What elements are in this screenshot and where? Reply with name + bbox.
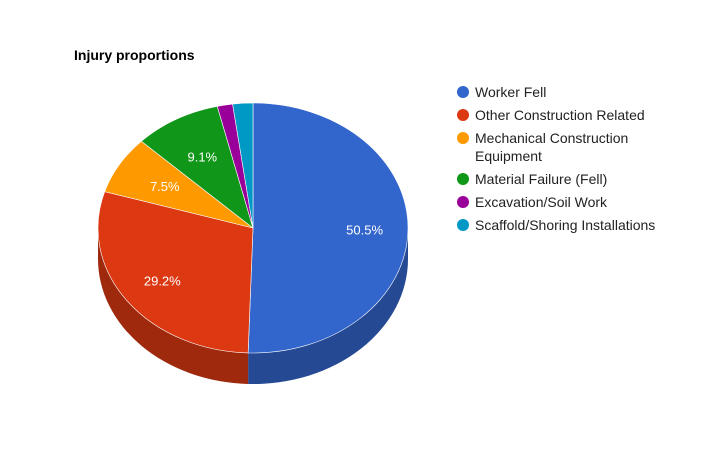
legend-swatch-icon xyxy=(457,196,469,208)
legend-swatch-icon xyxy=(457,109,469,121)
pie-slice-worker-fell[interactable] xyxy=(247,102,409,354)
slice-label-mechanical-construction-equipment: 7.5% xyxy=(150,179,180,194)
slice-label-material-failure-fell: 9.1% xyxy=(187,149,217,164)
pie-side-worker-fell xyxy=(248,228,408,385)
legend-label: Mechanical Construction Equipment xyxy=(475,130,629,164)
legend-label: Scaffold/Shoring Installations xyxy=(475,217,656,233)
chart-title: Injury proportions xyxy=(74,47,195,63)
legend-item-mechanical-construction-equipment[interactable]: Mechanical Construction Equipment xyxy=(457,129,697,165)
pie-slice-other-construction-related[interactable] xyxy=(97,191,254,354)
slice-label-worker-fell: 50.5% xyxy=(346,222,383,237)
legend: Worker Fell Other Construction Related Mec… xyxy=(457,83,697,239)
legend-item-scaffold-shoring-installations[interactable]: Scaffold/Shoring Installations xyxy=(457,216,697,234)
legend-swatch-icon xyxy=(457,173,469,185)
legend-label: Material Failure (Fell) xyxy=(475,171,608,187)
legend-swatch-icon xyxy=(457,132,469,144)
legend-item-worker-fell[interactable]: Worker Fell xyxy=(457,83,697,101)
legend-item-material-failure-fell[interactable]: Material Failure (Fell) xyxy=(457,170,697,188)
legend-swatch-icon xyxy=(457,219,469,231)
legend-item-excavation-soil-work[interactable]: Excavation/Soil Work xyxy=(457,193,697,211)
pie-slice-scaffold-shoring-installations[interactable] xyxy=(232,102,254,229)
slice-label-other-construction-related: 29.2% xyxy=(144,273,181,288)
legend-label: Excavation/Soil Work xyxy=(475,194,608,210)
pie-side-other-construction-related xyxy=(98,228,249,384)
legend-swatch-icon xyxy=(457,86,469,98)
legend-label: Worker Fell xyxy=(475,84,547,100)
legend-item-other-construction-related[interactable]: Other Construction Related xyxy=(457,106,697,124)
pie-slice-material-failure-fell[interactable] xyxy=(140,106,254,229)
legend-label: Other Construction Related xyxy=(475,107,645,123)
